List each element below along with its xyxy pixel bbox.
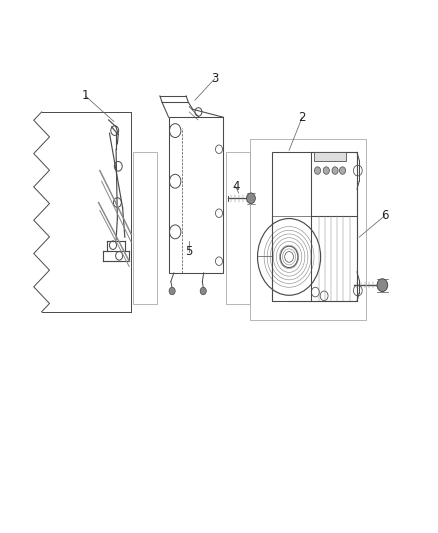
Circle shape	[314, 167, 321, 174]
Bar	[133, 152, 157, 304]
Bar	[226, 152, 250, 304]
Circle shape	[169, 287, 175, 295]
Circle shape	[247, 193, 255, 204]
Text: 4: 4	[232, 180, 240, 193]
Text: 5: 5	[186, 245, 193, 258]
Text: 3: 3	[211, 72, 218, 85]
Text: 6: 6	[381, 209, 389, 222]
Bar	[250, 139, 366, 320]
Text: 2: 2	[298, 111, 306, 124]
Circle shape	[332, 167, 338, 174]
Bar	[314, 152, 346, 161]
Text: 1: 1	[81, 90, 89, 102]
Circle shape	[339, 167, 346, 174]
Circle shape	[377, 279, 388, 292]
Circle shape	[200, 287, 206, 295]
Bar	[272, 152, 357, 301]
Circle shape	[323, 167, 329, 174]
